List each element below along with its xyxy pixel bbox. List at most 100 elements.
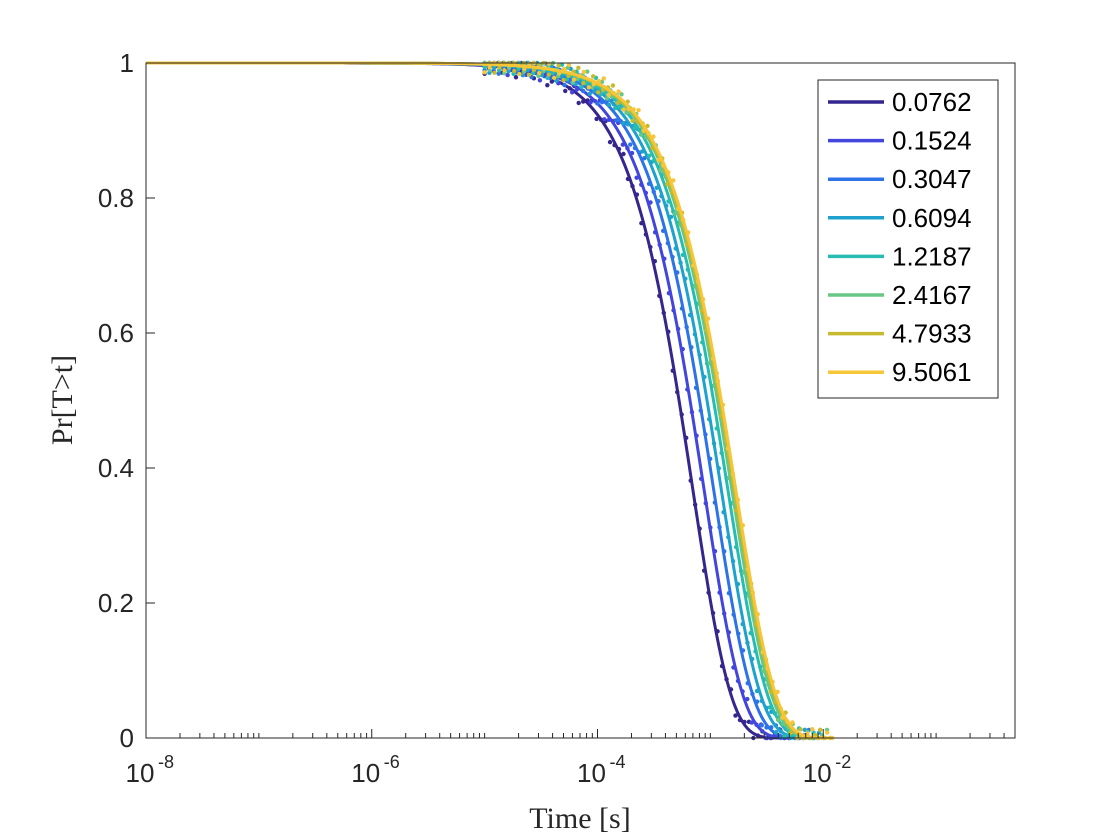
data-point xyxy=(736,631,741,636)
data-point xyxy=(731,665,736,670)
data-point xyxy=(591,81,597,87)
data-point xyxy=(725,446,731,451)
data-point xyxy=(693,385,699,390)
data-point xyxy=(697,352,702,358)
data-point xyxy=(818,727,823,732)
x-tick-label: 10 xyxy=(351,758,380,788)
data-point xyxy=(525,68,530,73)
data-point xyxy=(730,559,736,564)
data-point xyxy=(710,356,716,361)
data-point xyxy=(764,725,769,730)
data-point xyxy=(753,649,758,654)
legend-label: 0.1524 xyxy=(892,126,972,156)
data-point xyxy=(666,199,671,204)
data-point xyxy=(652,258,658,264)
data-point xyxy=(748,630,753,636)
data-point xyxy=(630,118,635,123)
legend-label: 0.0762 xyxy=(892,87,972,117)
legend-entry-0.6094: 0.6094 xyxy=(828,203,972,233)
data-point xyxy=(695,279,701,284)
data-point xyxy=(506,69,511,74)
data-point xyxy=(549,79,555,84)
data-point xyxy=(569,90,575,95)
data-point xyxy=(624,110,629,116)
data-point xyxy=(668,214,674,220)
series-markers-0.6094 xyxy=(482,60,822,741)
data-point xyxy=(676,206,681,212)
series-0.3047 xyxy=(146,60,816,741)
x-tick-label: 10 xyxy=(803,758,832,788)
data-point xyxy=(665,181,670,187)
series-markers-9.5061 xyxy=(482,60,835,741)
data-point xyxy=(697,526,702,531)
data-point xyxy=(773,729,779,735)
data-point xyxy=(679,306,685,311)
data-point xyxy=(651,158,657,163)
legend-label: 0.3047 xyxy=(892,164,972,194)
data-point xyxy=(689,409,695,415)
data-point xyxy=(611,101,616,107)
data-point xyxy=(750,656,755,662)
data-point xyxy=(764,705,769,711)
data-point xyxy=(629,150,635,156)
data-point xyxy=(707,416,712,422)
x-tick-exponent: -8 xyxy=(158,752,174,772)
legend-label: 1.2187 xyxy=(892,241,972,271)
data-point xyxy=(749,720,755,725)
data-point xyxy=(652,230,658,235)
data-point xyxy=(602,117,607,122)
data-point xyxy=(615,100,621,106)
data-point xyxy=(715,629,720,634)
legend-entry-9.5061: 9.5061 xyxy=(828,357,972,387)
data-point xyxy=(745,680,750,686)
data-point xyxy=(735,581,741,587)
data-point xyxy=(546,72,551,77)
data-point xyxy=(770,679,775,685)
y-tick-label: 0.2 xyxy=(98,588,134,618)
data-point xyxy=(665,240,671,246)
data-point xyxy=(673,211,678,216)
data-point xyxy=(726,476,732,481)
data-point xyxy=(657,242,662,247)
data-point xyxy=(527,61,532,67)
data-point xyxy=(785,719,790,724)
legend-label: 4.7933 xyxy=(892,319,972,349)
data-point xyxy=(621,121,626,126)
y-tick-label: 0 xyxy=(120,723,134,753)
data-point xyxy=(782,734,787,739)
data-point xyxy=(643,232,649,237)
data-point xyxy=(487,64,492,70)
data-point xyxy=(505,72,510,78)
y-tick-label: 1 xyxy=(120,48,134,78)
data-point xyxy=(740,523,745,528)
data-point xyxy=(692,284,698,289)
data-point xyxy=(711,441,717,446)
data-point xyxy=(625,122,631,127)
data-point xyxy=(625,176,631,182)
data-point xyxy=(662,256,667,261)
data-point xyxy=(759,698,764,704)
data-point xyxy=(700,297,706,302)
data-point xyxy=(594,116,599,122)
data-point xyxy=(685,267,690,272)
data-point xyxy=(712,500,718,505)
data-point xyxy=(685,230,691,235)
data-point xyxy=(638,132,644,137)
data-point xyxy=(611,90,616,96)
data-point xyxy=(598,117,604,122)
series-layer xyxy=(146,60,835,741)
data-point xyxy=(566,73,571,79)
data-point xyxy=(542,66,547,71)
data-point xyxy=(567,86,572,91)
data-point xyxy=(666,290,672,296)
data-point xyxy=(561,66,567,72)
legend-entry-0.0762: 0.0762 xyxy=(828,87,972,117)
data-point xyxy=(733,544,739,550)
data-point xyxy=(745,640,750,646)
data-point xyxy=(564,77,570,82)
legend-entry-0.3047: 0.3047 xyxy=(828,164,972,194)
data-point xyxy=(643,190,649,196)
data-point xyxy=(730,471,736,477)
data-point xyxy=(646,130,651,136)
